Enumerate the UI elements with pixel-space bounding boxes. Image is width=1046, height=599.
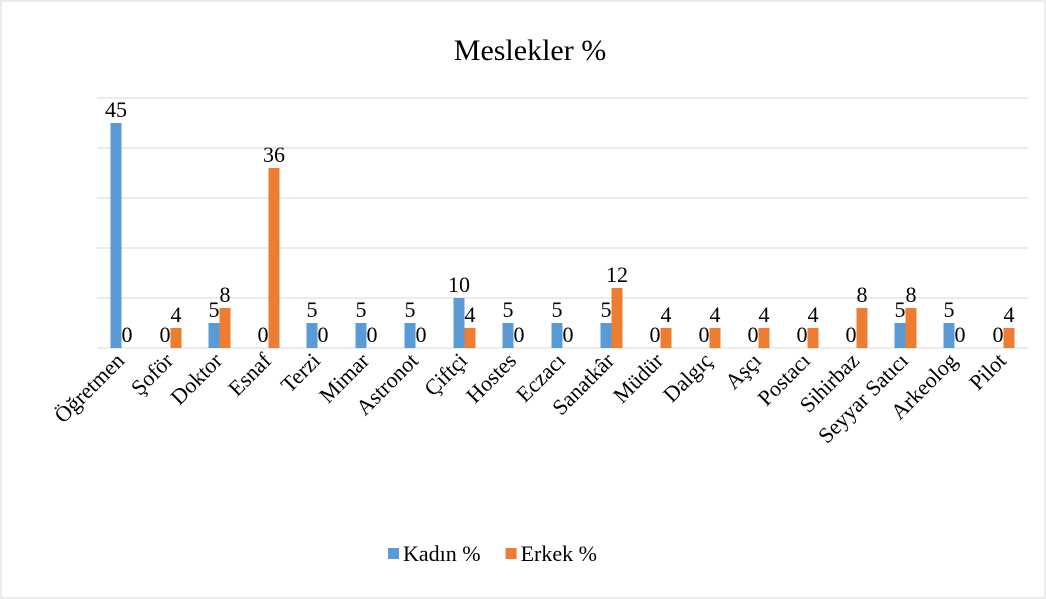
- data-label: 36: [263, 142, 285, 167]
- data-label: 8: [220, 282, 231, 307]
- bar: [611, 288, 623, 348]
- data-label: 5: [895, 297, 906, 322]
- legend-label: Kadın %: [403, 541, 481, 566]
- data-label: 0: [993, 322, 1004, 347]
- data-label: 0: [258, 322, 269, 347]
- data-label: 5: [405, 297, 416, 322]
- data-label: 0: [122, 322, 133, 347]
- bar: [1003, 328, 1015, 348]
- data-label: 10: [448, 272, 470, 297]
- bar: [943, 323, 955, 348]
- data-label: 5: [503, 297, 514, 322]
- bar: [758, 328, 770, 348]
- data-label: 4: [710, 302, 721, 327]
- bar: [453, 298, 465, 348]
- bar: [807, 328, 819, 348]
- data-label: 5: [307, 297, 318, 322]
- data-label: 4: [661, 302, 672, 327]
- bar: [355, 323, 367, 348]
- legend-label: Erkek %: [521, 541, 597, 566]
- bar: [551, 323, 563, 348]
- bar: [502, 323, 514, 348]
- data-label: 8: [857, 282, 868, 307]
- data-label: 0: [514, 322, 525, 347]
- data-label: 4: [808, 302, 819, 327]
- data-label: 0: [846, 322, 857, 347]
- data-label: 0: [416, 322, 427, 347]
- data-label: 0: [955, 322, 966, 347]
- bar: [709, 328, 721, 348]
- data-label: 8: [906, 282, 917, 307]
- data-label: 5: [552, 297, 563, 322]
- data-label: 0: [748, 322, 759, 347]
- bar: [110, 123, 122, 348]
- bar: [894, 323, 906, 348]
- data-label: 4: [1004, 302, 1015, 327]
- legend-swatch: [505, 548, 517, 559]
- bar: [404, 323, 416, 348]
- data-label: 12: [606, 262, 628, 287]
- data-label: 0: [563, 322, 574, 347]
- data-label: 4: [759, 302, 770, 327]
- data-label: 5: [356, 297, 367, 322]
- chart-title: Meslekler %: [454, 34, 606, 67]
- data-label: 0: [318, 322, 329, 347]
- data-label: 0: [797, 322, 808, 347]
- bar: [856, 308, 868, 348]
- data-label: 0: [699, 322, 710, 347]
- data-label: 5: [944, 297, 955, 322]
- bar: [170, 328, 182, 348]
- bar: [208, 323, 220, 348]
- data-label: 4: [465, 302, 476, 327]
- data-label: 0: [160, 322, 171, 347]
- data-label: 0: [650, 322, 661, 347]
- bar: [306, 323, 318, 348]
- bar: [600, 323, 612, 348]
- data-label: 45: [105, 97, 127, 122]
- data-label: 5: [601, 297, 612, 322]
- legend-swatch: [388, 548, 399, 559]
- data-label: 0: [367, 322, 378, 347]
- data-label: 4: [171, 302, 182, 327]
- bar: [905, 308, 917, 348]
- bar: [660, 328, 672, 348]
- data-label: 5: [209, 297, 220, 322]
- bar: [219, 308, 231, 348]
- bar: [464, 328, 476, 348]
- bar: [268, 168, 280, 348]
